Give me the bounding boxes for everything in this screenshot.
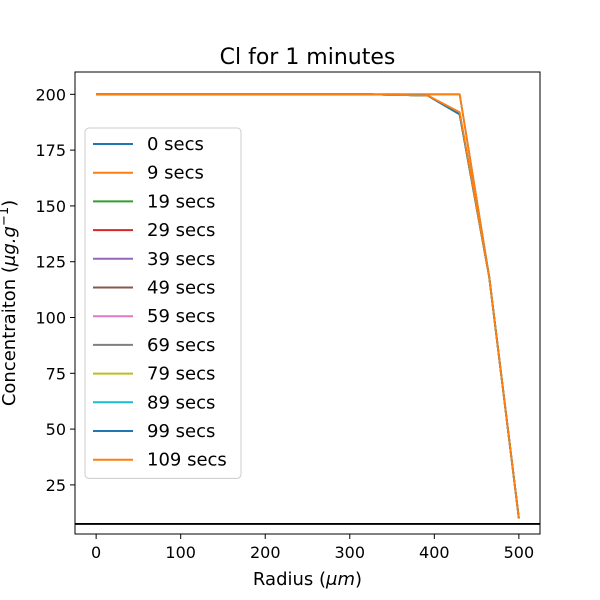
legend-label-3: 29 secs bbox=[147, 220, 215, 241]
legend-item: 49 secs bbox=[93, 278, 215, 299]
x-tick-label-1: 100 bbox=[165, 543, 196, 562]
legend-label-10: 99 secs bbox=[147, 421, 215, 442]
y-axis-label-unit: μg.g bbox=[0, 226, 20, 267]
legend-item: 0 secs bbox=[93, 134, 204, 155]
y-tick-label-0: 25 bbox=[46, 476, 66, 495]
x-tick-label-4: 400 bbox=[419, 543, 450, 562]
legend-item: 59 secs bbox=[93, 306, 215, 327]
plot-frame bbox=[74, 71, 541, 535]
x-axis-label-main: Radius ( bbox=[253, 569, 326, 590]
legend-label-8: 79 secs bbox=[147, 364, 215, 385]
legend-label-2: 19 secs bbox=[147, 191, 215, 212]
legend-label-9: 89 secs bbox=[147, 392, 215, 413]
y-tick-label-1: 50 bbox=[46, 420, 66, 439]
legend-item: 89 secs bbox=[93, 392, 215, 413]
legend-item: 29 secs bbox=[93, 220, 215, 241]
x-axis-label-close: ) bbox=[355, 569, 362, 590]
legend-item: 9 secs bbox=[93, 163, 204, 184]
legend-item: 39 secs bbox=[93, 249, 215, 270]
y-tick-label-3: 100 bbox=[35, 309, 66, 328]
legend-item: 79 secs bbox=[93, 364, 215, 385]
legend-label-4: 39 secs bbox=[147, 249, 215, 270]
series-layer bbox=[96, 93, 520, 519]
legend-frame bbox=[84, 127, 242, 479]
y-tick-label-5: 150 bbox=[35, 197, 66, 216]
legend-item: 19 secs bbox=[93, 191, 215, 212]
legend-label-11: 109 secs bbox=[147, 450, 227, 471]
x-tick-label-3: 300 bbox=[334, 543, 365, 562]
x-axis-label-unit: μm bbox=[325, 569, 355, 590]
y-axis-label-close: ) bbox=[0, 200, 20, 207]
x-tick-label-5: 500 bbox=[504, 543, 535, 562]
legend-label-1: 9 secs bbox=[147, 163, 204, 184]
x-axis: 0 100 200 300 400 500 bbox=[91, 534, 534, 562]
x-axis-label: Radius (μm) bbox=[253, 569, 362, 590]
y-tick-label-4: 125 bbox=[35, 253, 66, 272]
legend-label-6: 59 secs bbox=[147, 306, 215, 327]
legend-item: 69 secs bbox=[93, 335, 215, 356]
legend: 0 secs 9 secs 19 secs 29 secs 39 secs 49 secs… bbox=[84, 127, 242, 479]
y-tick-label-2: 75 bbox=[46, 364, 66, 383]
y-tick-label-7: 200 bbox=[35, 85, 66, 104]
y-axis-label-sup: −1 bbox=[0, 207, 12, 226]
chart-title: Cl for 1 minutes bbox=[220, 45, 396, 70]
y-axis-label-main: Concentraiton ( bbox=[0, 266, 20, 406]
legend-item: 109 secs bbox=[93, 450, 227, 471]
legend-item: 99 secs bbox=[93, 421, 215, 442]
y-axis-label: Concentraiton (μg.g−1) bbox=[0, 200, 20, 406]
legend-label-5: 49 secs bbox=[147, 278, 215, 299]
series-line-11 bbox=[96, 93, 520, 519]
x-tick-label-0: 0 bbox=[91, 543, 101, 562]
legend-label-7: 69 secs bbox=[147, 335, 215, 356]
x-tick-label-2: 200 bbox=[250, 543, 281, 562]
legend-label-0: 0 secs bbox=[147, 134, 204, 155]
y-tick-label-6: 175 bbox=[35, 141, 66, 160]
y-axis: 25 50 75 100 125 150 175 200 bbox=[35, 85, 75, 495]
